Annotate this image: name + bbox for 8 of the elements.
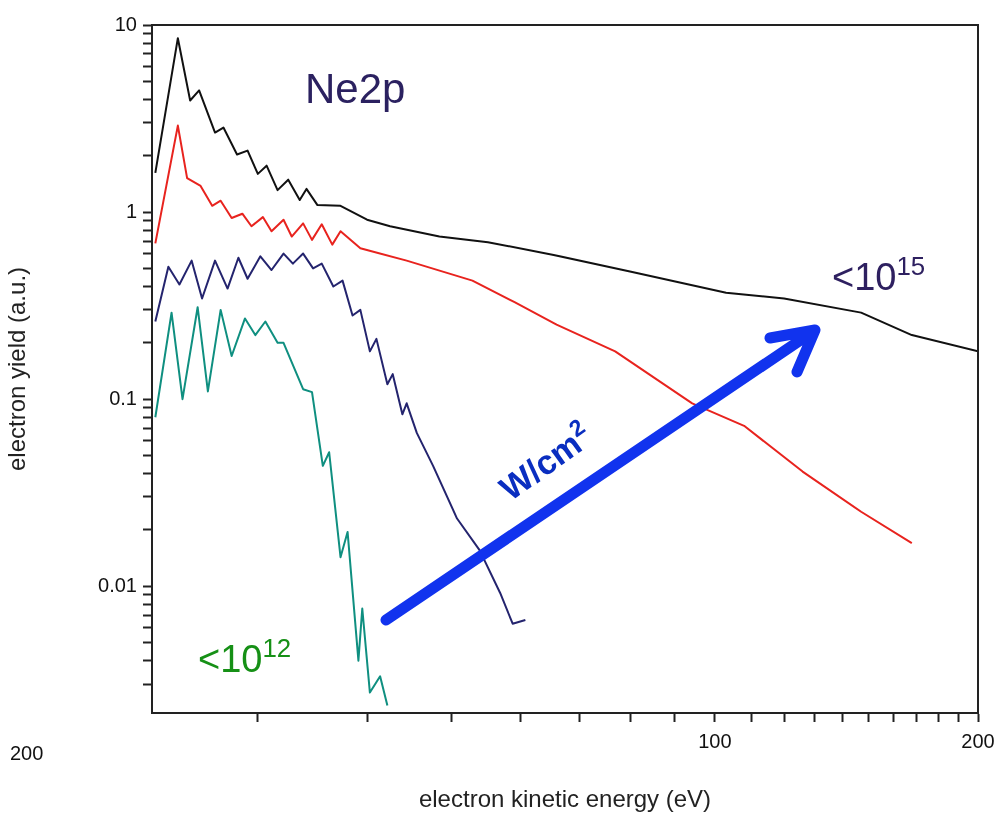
x-axis-title: electron kinetic energy (eV) <box>418 785 712 813</box>
y-axis-title: electron yield (a.u.) <box>3 266 31 472</box>
y-tick-label: 0.01 <box>98 573 137 596</box>
y-tick-label: 0.1 <box>109 386 137 409</box>
y-tick-label: 10 <box>114 12 137 35</box>
annotation: Ne2p <box>305 65 406 112</box>
y-tick-label: 1 <box>125 199 137 222</box>
x-tick-label: 100 <box>698 729 732 752</box>
